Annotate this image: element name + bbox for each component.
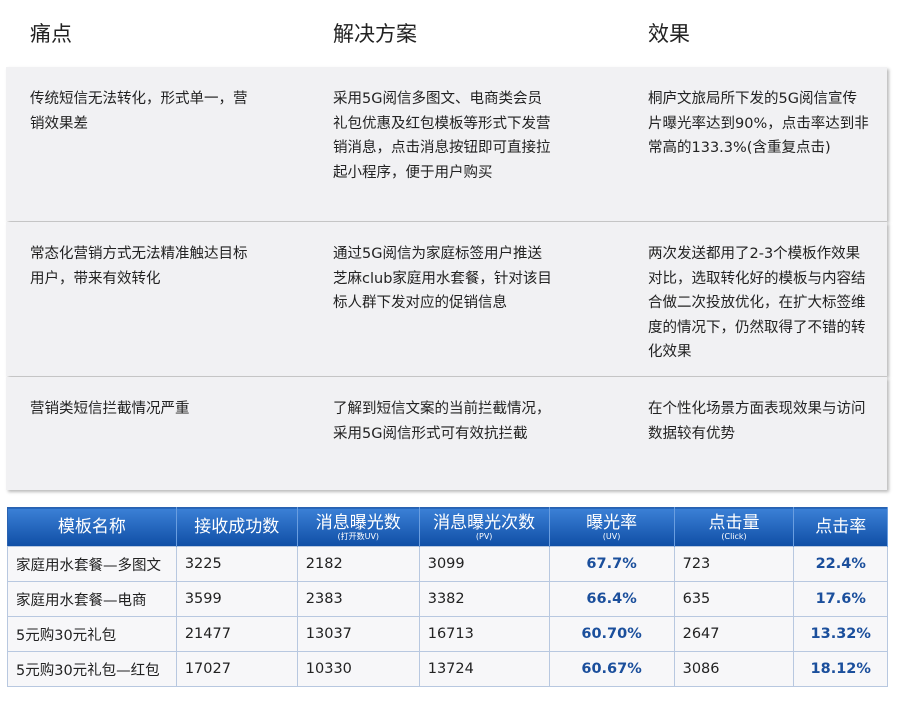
table-row: 常态化营销方式无法精准触达目标用户，带来有效转化 通过5G阅信为家庭标签用户推送芝… — [6, 222, 887, 376]
header-cell: 消息曝光数 (打开数UV) — [297, 507, 420, 547]
metrics-table: 模板名称 接收成功数 消息曝光数 (打开数UV) 消息曝光次数 (PV) 曝光率 (UV) 点击… — [7, 507, 888, 687]
cell: 3382 — [418, 581, 550, 617]
table-row: 5元购30元礼包—红包 17027 10330 13724 60.67% 3086 18.1… — [7, 651, 888, 687]
cell: 22.4% — [793, 546, 888, 582]
table-row: 5元购30元礼包 21477 13037 16713 60.70% 2647 13.32% — [7, 616, 888, 652]
header-label: 消息曝光次数 — [433, 512, 536, 533]
cell-text: 在个性化场景方面表现效果与访问数据较有优势 — [648, 401, 866, 442]
cell: 13.32% — [793, 616, 888, 652]
header-cell: 消息曝光次数 (PV) — [419, 507, 550, 547]
header-sub: (Click) — [721, 531, 747, 541]
cell: 16713 — [418, 616, 550, 652]
cell: 21477 — [175, 616, 298, 652]
cell-text: 了解到短信文案的当前拦截情况，采用5G阅信形式可有效抗拦截 — [333, 401, 551, 442]
cell: 3099 — [418, 546, 550, 582]
header-sub: (PV) — [475, 531, 493, 541]
cell: 2182 — [296, 546, 420, 582]
cell-text: 营销类短信拦截情况严重 — [30, 401, 190, 417]
table-row: 家庭用水套餐—多图文 3225 2182 3099 67.7% 723 22.4% — [7, 546, 888, 582]
header-label: 曝光率 — [586, 512, 638, 533]
cell: 635 — [673, 581, 795, 617]
cell-text: 采用5G阅信多图文、电商类会员礼包优惠及红包模板等形式下发营销消息，点击消息按钮… — [333, 91, 551, 181]
cell-text: 常态化营销方式无法精准触达目标用户，带来有效转化 — [30, 246, 248, 287]
cell: 家庭用水套餐—多图文 — [7, 546, 177, 582]
column-header: 痛点 — [30, 22, 72, 46]
header-cell: 点击量 (Click) — [674, 507, 795, 547]
cell-text: 两次发送都用了2-3个模板作效果对比，选取转化好的模板与内容结合做二次投放优化，… — [648, 246, 866, 360]
cell: 13037 — [296, 616, 420, 652]
cell: 66.4% — [548, 581, 675, 617]
cell: 13724 — [418, 651, 550, 687]
cell: 3086 — [673, 651, 795, 687]
header-cell: 点击率 — [793, 507, 888, 547]
column-header: 效果 — [648, 22, 690, 46]
cell: 3225 — [175, 546, 298, 582]
cell: 5元购30元礼包 — [7, 616, 177, 652]
cell: 3599 — [175, 581, 298, 617]
cell: 60.67% — [548, 651, 675, 687]
table-row: 营销类短信拦截情况严重 了解到短信文案的当前拦截情况，采用5G阅信形式可有效抗拦截… — [6, 377, 887, 490]
header-label: 接收成功数 — [194, 517, 280, 537]
column-header: 解决方案 — [333, 22, 417, 46]
header-label: 消息曝光数 — [315, 512, 401, 533]
header-sub: (打开数UV) — [337, 531, 380, 541]
cell: 67.7% — [548, 546, 675, 582]
cell: 723 — [673, 546, 795, 582]
cell: 17.6% — [793, 581, 888, 617]
cell: 2383 — [296, 581, 420, 617]
cell: 60.70% — [548, 616, 675, 652]
cell: 家庭用水套餐—电商 — [7, 581, 177, 617]
table-row: 家庭用水套餐—电商 3599 2383 3382 66.4% 635 17.6% — [7, 581, 888, 617]
cell-text: 桐庐文旅局所下发的5G阅信宣传片曝光率达到90%，点击率达到非常高的133.3%… — [648, 91, 869, 156]
cell: 2647 — [673, 616, 795, 652]
header-label: 点击量 — [708, 512, 760, 533]
cell: 17027 — [175, 651, 298, 687]
header-label: 模板名称 — [57, 517, 126, 537]
cell-text: 传统短信无法转化，形式单一，营销效果差 — [30, 91, 248, 132]
header-label: 点击率 — [815, 517, 867, 537]
cell: 10330 — [296, 651, 420, 687]
cell: 5元购30元礼包—红包 — [7, 651, 177, 687]
header-cell: 曝光率 (UV) — [549, 507, 675, 547]
header-cell: 接收成功数 — [176, 507, 298, 547]
header-sub: (UV) — [602, 531, 621, 541]
cell: 18.12% — [793, 651, 888, 687]
table-row: 传统短信无法转化，形式单一，营销效果差 采用5G阅信多图文、电商类会员礼包优惠及红… — [6, 67, 887, 221]
cell-text: 通过5G阅信为家庭标签用户推送芝麻club家庭用水套餐，针对该目标人群下发对应的… — [333, 246, 552, 311]
header-cell: 模板名称 — [7, 507, 177, 547]
